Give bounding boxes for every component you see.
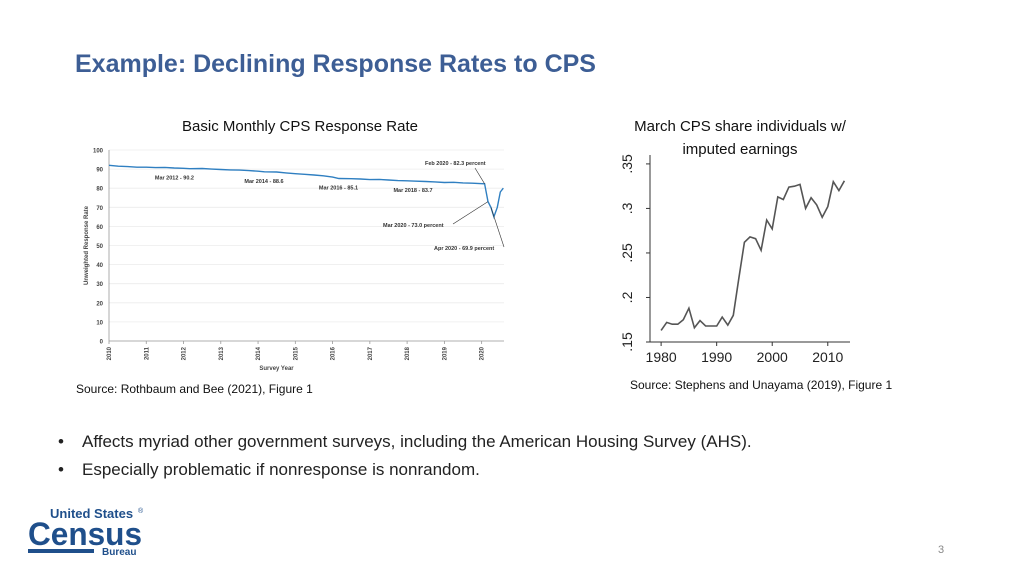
annotation-leader bbox=[474, 167, 485, 184]
y-tick-label: 60 bbox=[96, 225, 103, 231]
y-tick-label: 0 bbox=[100, 340, 104, 346]
annotation-label: Apr 2020 - 69.9 percent bbox=[434, 246, 494, 252]
bullet-item-1: • Affects myriad other government surveys… bbox=[58, 432, 752, 452]
bullet-icon: • bbox=[58, 460, 64, 479]
left-chart-caption: Basic Monthly CPS Response Rate bbox=[182, 118, 418, 135]
x-tick-label: 2010 bbox=[812, 349, 843, 365]
y-tick-label: 20 bbox=[96, 301, 103, 307]
annotation-label: Mar 2014 - 88.6 bbox=[244, 179, 283, 185]
y-tick-label: 30 bbox=[96, 282, 103, 288]
slide-title: Example: Declining Response Rates to CPS bbox=[75, 50, 596, 78]
bullet-text-1: Affects myriad other government surveys,… bbox=[82, 432, 752, 451]
right-chart-caption-line2: imputed earnings bbox=[682, 141, 798, 158]
annotation-label: Mar 2018 - 83.7 bbox=[393, 188, 432, 194]
page-number: 3 bbox=[938, 544, 945, 556]
x-tick-label: 2013 bbox=[219, 346, 225, 360]
y-tick-label: .25 bbox=[619, 243, 635, 263]
x-tick-label: 2014 bbox=[256, 346, 262, 360]
y-tick-label: 70 bbox=[96, 206, 103, 212]
x-tick-label: 2011 bbox=[144, 346, 150, 360]
y-tick-label: .2 bbox=[619, 291, 635, 303]
annotation-leader bbox=[452, 201, 489, 225]
right-chart-caption-line1: March CPS share individuals w/ bbox=[634, 118, 846, 135]
bullet-item-2: • Especially problematic if nonresponse i… bbox=[58, 460, 752, 480]
y-axis-label: Unweighted Response Rate bbox=[84, 205, 90, 285]
bullet-text-2: Especially problematic if nonresponse is… bbox=[82, 460, 480, 479]
left-chart-source: Source: Rothbaum and Bee (2021), Figure … bbox=[76, 382, 313, 396]
x-tick-label: 2018 bbox=[405, 346, 411, 360]
x-tick-label: 2020 bbox=[480, 346, 486, 360]
x-tick-label: 1990 bbox=[701, 349, 732, 365]
x-tick-label: 2012 bbox=[182, 346, 188, 360]
right-chart: .15 .2 .25 .3 .35 1980 1990 2000 2010 bbox=[619, 154, 850, 365]
imputed-share-line bbox=[660, 179, 846, 331]
y-tick-label: .3 bbox=[619, 202, 635, 214]
annotation-label: Feb 2020 - 82.3 percent bbox=[425, 161, 486, 167]
logo-line2: Census bbox=[28, 516, 142, 552]
bullet-list: • Affects myriad other government surveys… bbox=[58, 432, 752, 488]
annotation-label: Mar 2020 - 73.0 percent bbox=[383, 223, 444, 229]
left-chart: 0 10 20 30 40 50 60 70 80 90 100 2010 2011 2012 2013 20… bbox=[84, 149, 505, 372]
response-rate-line bbox=[108, 164, 504, 220]
annotation-leader bbox=[490, 207, 505, 248]
x-tick-label: 2015 bbox=[293, 346, 299, 360]
y-tick-label: 50 bbox=[96, 244, 103, 250]
y-tick-label: 100 bbox=[93, 149, 104, 155]
y-tick-label: 10 bbox=[96, 320, 103, 326]
annotation-label: Mar 2012 - 90.2 bbox=[155, 176, 194, 182]
x-axis-label: Survey Year bbox=[259, 366, 294, 372]
logo-bar bbox=[28, 549, 94, 553]
x-tick-label: 1980 bbox=[646, 349, 677, 365]
x-tick-label: 2016 bbox=[331, 346, 337, 360]
x-tick-label: 2019 bbox=[442, 346, 448, 360]
annotation-label: Mar 2016 - 85.1 bbox=[319, 185, 358, 191]
y-tick-label: .15 bbox=[619, 332, 635, 352]
x-tick-label: 2017 bbox=[368, 346, 374, 360]
x-tick-label: 2010 bbox=[107, 346, 113, 360]
logo-registered: ® bbox=[138, 507, 144, 515]
logo-line3: Bureau bbox=[102, 547, 136, 558]
y-tick-label: 80 bbox=[96, 187, 103, 193]
y-tick-label: .35 bbox=[619, 154, 635, 174]
census-bureau-logo: United States ® Census Bureau bbox=[28, 506, 144, 558]
logo-line1: United States bbox=[50, 506, 133, 521]
y-tick-label: 90 bbox=[96, 168, 103, 174]
bullet-icon: • bbox=[58, 432, 64, 451]
x-tick-label: 2000 bbox=[757, 349, 788, 365]
right-chart-caption: March CPS share individuals w/ imputed e… bbox=[600, 115, 880, 161]
right-chart-source: Source: Stephens and Unayama (2019), Fig… bbox=[630, 378, 893, 392]
y-tick-label: 40 bbox=[96, 263, 103, 269]
